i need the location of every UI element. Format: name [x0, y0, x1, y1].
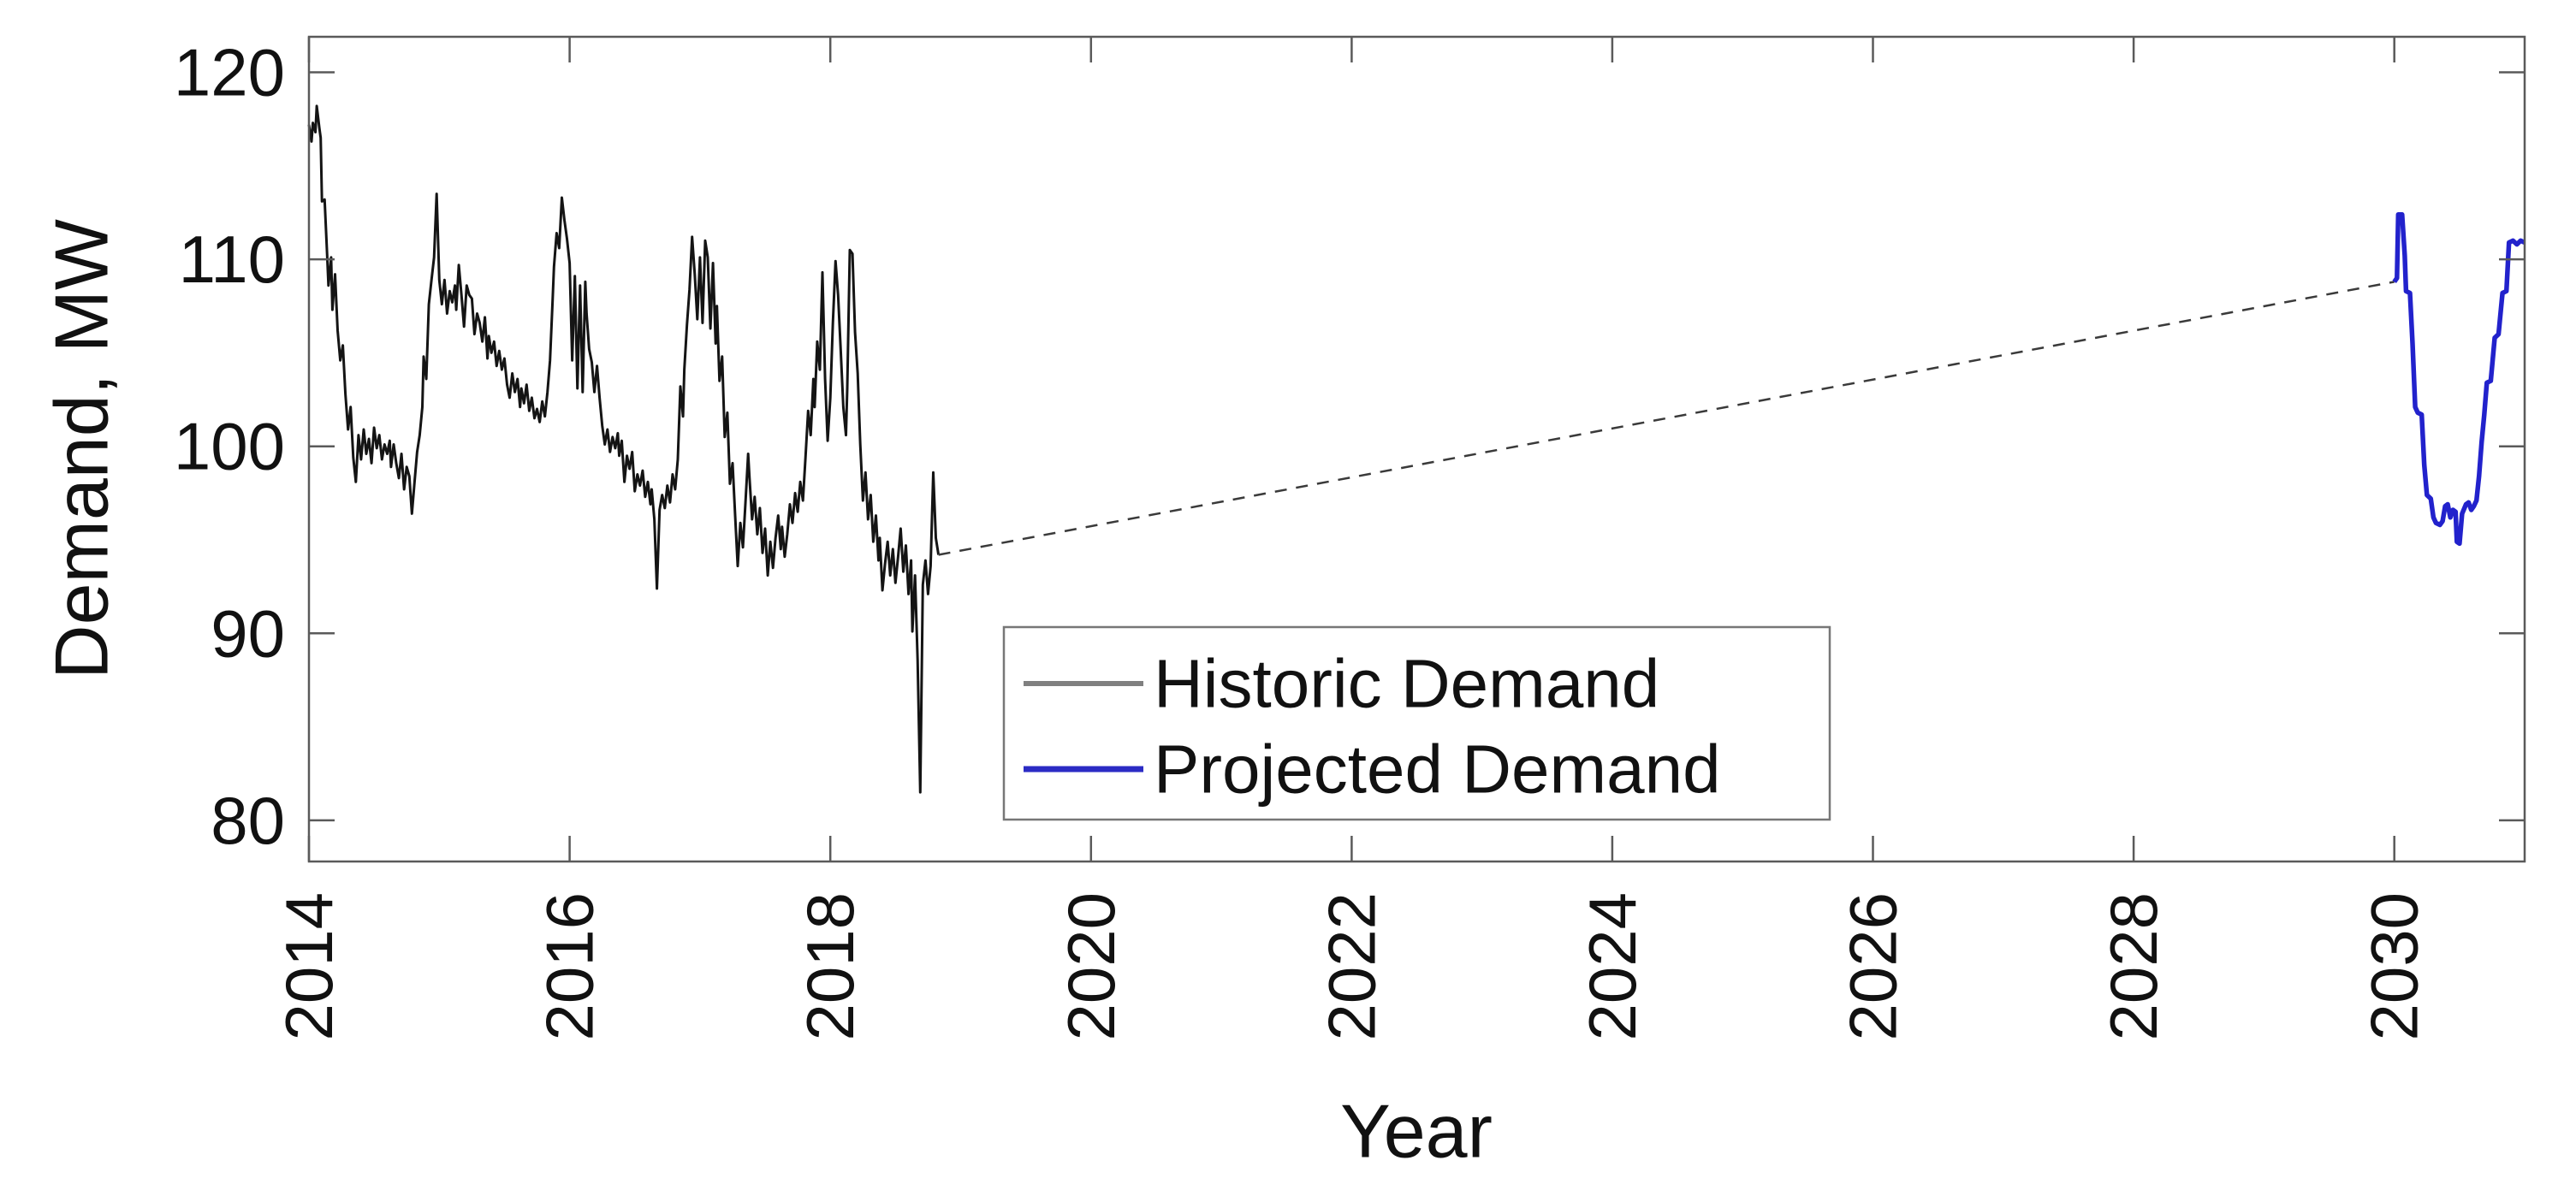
x-tick-label: 2018	[792, 892, 868, 1041]
y-tick-label: 90	[211, 595, 285, 671]
x-tick-label: 2026	[1836, 892, 1911, 1041]
y-tick-label: 100	[174, 409, 285, 484]
x-tick-label: 2020	[1054, 892, 1129, 1041]
y-tick-label: 80	[211, 783, 285, 858]
y-axis-label: Demand, MW	[39, 219, 124, 679]
x-tick-label: 2028	[2096, 892, 2171, 1041]
axes-frame	[307, 35, 2526, 863]
x-tick-label: 2024	[1575, 892, 1650, 1041]
legend-item-historic: Historic Demand	[1024, 646, 1659, 722]
x-tick-label: 2016	[532, 892, 608, 1041]
projection-connector-line	[938, 281, 2395, 556]
x-tick-label: 2030	[2357, 892, 2432, 1041]
y-tick-label: 110	[179, 222, 285, 297]
legend-label-historic: Historic Demand	[1154, 646, 1659, 722]
legend-item-projected: Projected Demand	[1024, 731, 1721, 808]
legend-label-projected: Projected Demand	[1154, 731, 1721, 808]
x-tick-label: 2022	[1314, 892, 1389, 1041]
legend-box	[1002, 625, 1831, 821]
x-tick-label: 2014	[271, 892, 347, 1041]
historic-demand-line	[307, 104, 941, 794]
x-axis-label: Year	[1340, 1089, 1493, 1174]
legend: Historic Demand Projected Demand	[1002, 625, 1831, 821]
y-tick-label: 120	[174, 35, 285, 110]
projected-demand-line	[2392, 211, 2526, 547]
